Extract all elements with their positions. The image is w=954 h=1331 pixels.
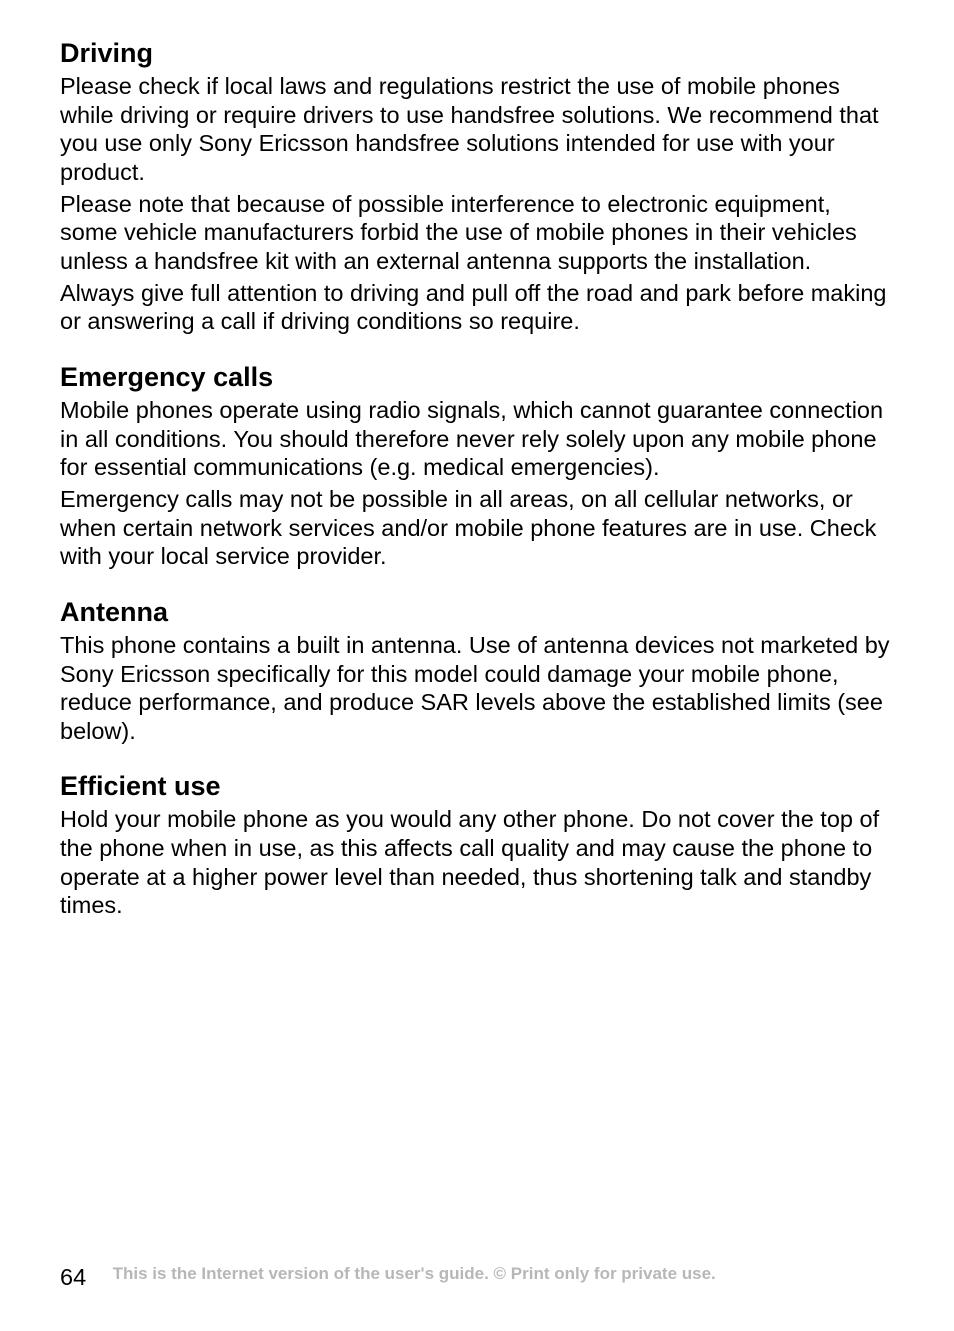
para-driving-2: Please note that because of possible int… (60, 190, 894, 276)
page-footer: 64 This is the Internet version of the u… (60, 1264, 894, 1291)
para-efficient-1: Hold your mobile phone as you would any … (60, 805, 894, 920)
para-antenna-1: This phone contains a built in antenna. … (60, 631, 894, 746)
page-number: 64 (60, 1264, 86, 1290)
para-emergency-2: Emergency calls may not be possible in a… (60, 485, 894, 571)
para-emergency-1: Mobile phones operate using radio signal… (60, 396, 894, 482)
document-page: Driving Please check if local laws and r… (0, 0, 954, 920)
para-driving-1: Please check if local laws and regulatio… (60, 72, 894, 187)
para-driving-3: Always give full attention to driving an… (60, 279, 894, 336)
heading-antenna: Antenna (60, 597, 894, 628)
heading-efficient-use: Efficient use (60, 771, 894, 802)
footer-copyright-note: This is the Internet version of the user… (113, 1264, 716, 1283)
heading-emergency-calls: Emergency calls (60, 362, 894, 393)
heading-driving: Driving (60, 38, 894, 69)
